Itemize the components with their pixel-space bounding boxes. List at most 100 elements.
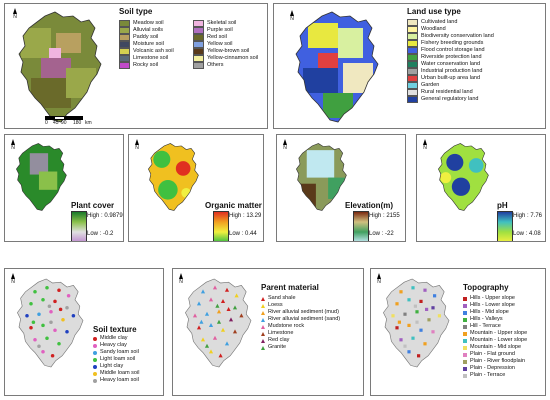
legend-item: Industrial production land (407, 68, 494, 75)
sample-point (212, 285, 218, 290)
legend-swatch (193, 34, 204, 41)
legend-swatch (407, 89, 418, 96)
land-use-panel: N Land use type Cultivated land Woodland B… (273, 3, 546, 129)
ph-high: High : 7.76 (513, 213, 543, 219)
legend-item: Mudstone rock (261, 323, 340, 330)
sample-point (45, 286, 49, 290)
legend-item: Sandy loam soil (93, 349, 139, 356)
legend-item: Skeletal soil (193, 20, 258, 27)
organic-matter-title: Organic matter (205, 201, 262, 210)
legend-item: Red clay (261, 337, 340, 344)
legend-swatch (93, 343, 97, 348)
legend-label: Heavy clay (100, 342, 127, 348)
sample-point (415, 320, 419, 324)
elevation-map (296, 143, 347, 211)
sample-point (411, 336, 415, 340)
sample-point (25, 314, 29, 318)
legend-label: Cultivated land (421, 19, 458, 25)
sample-point (423, 342, 427, 346)
legend-item: Urban built-up area land (407, 75, 494, 82)
legend-label: Red soil (207, 34, 227, 40)
legend-label: Alluvial soils (133, 27, 163, 33)
legend-item: Hills - Lower slope (463, 302, 527, 309)
legend-swatch (93, 364, 97, 369)
sample-point (41, 323, 45, 328)
north-arrow: N (9, 139, 17, 151)
plant-cover-high: High : 0.9879 (87, 213, 123, 219)
legend-label: Paddy soil (133, 34, 159, 40)
organic-matter-panel: N Organic matter High : 13.29 Low : 0.44 (128, 134, 264, 242)
legend-swatch (261, 345, 265, 350)
legend-swatch (463, 331, 467, 336)
legend-swatch (261, 331, 265, 336)
sample-point (53, 299, 57, 304)
legend-swatch (93, 357, 97, 362)
plant-cover-low: Low : -0.2 (87, 231, 114, 237)
sample-point (399, 338, 403, 342)
soil-type-legend-col2: Skeletal soil Purple soil Red soil Yellow s… (193, 20, 258, 69)
legend-label: Mountain - Upper slope (470, 330, 528, 336)
legend-label: Middle clay (100, 335, 128, 341)
legend-label: Moisture soil (133, 41, 164, 47)
legend-label: Light loam soil (100, 356, 136, 362)
sample-point (413, 304, 417, 308)
sample-point (71, 314, 76, 318)
parent-material-legend: Sand shale Loess River alluvial sediment (… (261, 295, 340, 351)
legend-label: Yellow soil (207, 41, 233, 47)
legend-label: Skeletal soil (207, 20, 237, 26)
legend-item: Yellow soil (193, 41, 258, 48)
plant-cover-ramp (71, 211, 87, 241)
legend-swatch (119, 48, 130, 55)
legend-swatch (463, 303, 467, 308)
sample-point (196, 325, 202, 330)
sample-point (419, 299, 423, 303)
legend-item: Mountain - Mid slope (463, 344, 527, 351)
organic-matter-map (148, 143, 199, 211)
sample-point (415, 310, 419, 314)
legend-swatch (407, 33, 418, 40)
sample-point (239, 313, 244, 318)
legend-swatch (119, 41, 130, 48)
ph-ramp (497, 211, 513, 241)
legend-label: Water conservation land (421, 61, 481, 67)
legend-swatch (193, 55, 204, 62)
sample-point (61, 318, 65, 322)
sample-point (37, 312, 41, 316)
legend-item: Paddy soil (119, 34, 174, 41)
sample-point (37, 344, 41, 348)
plant-cover-map (16, 143, 67, 211)
topography-title: Topography (463, 283, 509, 292)
soil-type-map (18, 11, 102, 123)
legend-label: Mudstone rock (268, 323, 305, 329)
legend-item: Yellow-brown soil (193, 48, 258, 55)
sample-point (216, 319, 222, 324)
legend-swatch (261, 338, 265, 343)
elevation-low: Low : -22 (369, 231, 394, 237)
legend-label: Hills - Lower slope (470, 302, 515, 308)
sample-point (220, 327, 226, 332)
soil-texture-legend: Middle clay Heavy clay Sandy loam soil Ligh… (93, 335, 139, 384)
sample-point (417, 354, 421, 358)
sample-point (208, 297, 214, 302)
legend-swatch (93, 371, 97, 376)
legend-item: Riverside protection land (407, 54, 494, 61)
parent-material-title: Parent material (261, 283, 319, 292)
legend-item: Light loam soil (93, 356, 139, 363)
sample-point (216, 309, 222, 314)
sample-point (407, 350, 411, 354)
legend-label: Plain - Depression (470, 365, 515, 371)
legend-label: Urban built-up area land (421, 75, 481, 81)
legend-label: Biodiversity conservation land (421, 33, 494, 39)
sample-point (204, 311, 210, 316)
legend-item: River alluvial sediment (mud) (261, 309, 340, 316)
legend-label: Hill - Terrace (470, 323, 501, 329)
legend-item: Rural residential land (407, 89, 494, 96)
legend-swatch (93, 336, 97, 341)
soil-texture-panel: N Soil texture Middle clay Heavy clay Sand… (4, 268, 164, 396)
elevation-ramp (353, 211, 369, 241)
sample-point (215, 303, 220, 308)
sample-point (33, 338, 37, 342)
legend-item: Mountain - Lower slope (463, 337, 527, 344)
legend-label: Heavy loam soil (100, 377, 139, 383)
legend-label: Light clay (100, 363, 124, 369)
